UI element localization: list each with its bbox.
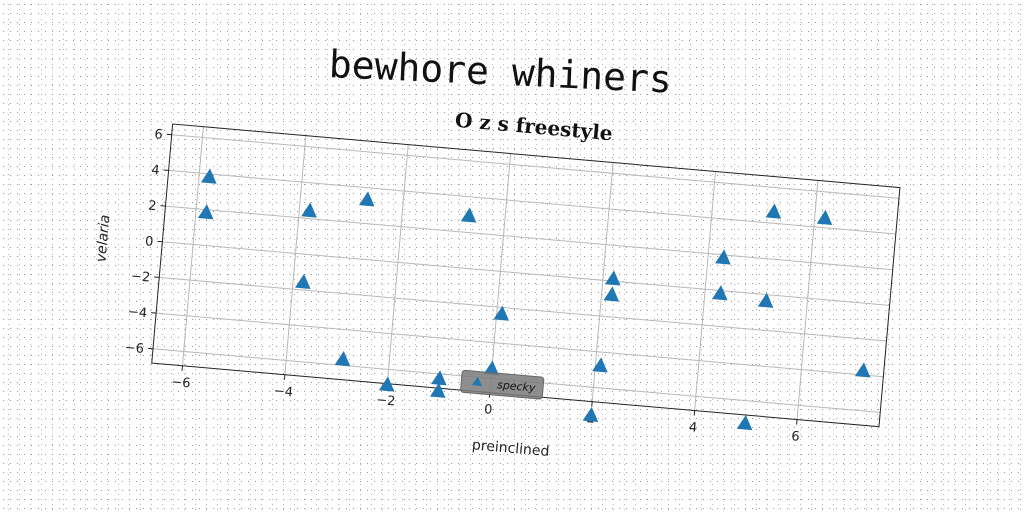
x-grid-line	[387, 145, 408, 384]
y-axis-label: velaria	[93, 214, 113, 263]
data-point	[713, 286, 728, 300]
data-point	[738, 415, 753, 429]
x-tick-label: −2	[376, 393, 396, 410]
data-point	[584, 407, 599, 421]
figure-title: bewhore whiners	[328, 42, 710, 103]
y-grid-line	[172, 135, 899, 199]
y-tick-label: 0	[144, 234, 154, 250]
y-tick-label: 4	[151, 163, 161, 179]
data-point	[462, 208, 477, 222]
x-grid-line	[182, 127, 203, 366]
y-grid-line	[159, 277, 886, 341]
data-point	[604, 287, 619, 301]
legend: specky	[460, 370, 544, 399]
data-point	[296, 274, 311, 288]
data-point	[431, 383, 446, 397]
y-tick-label: 6	[154, 127, 164, 143]
x-grid-line	[490, 154, 511, 393]
data-point	[856, 363, 871, 377]
y-tick-label: −4	[127, 305, 147, 322]
x-axis-label: preinclined	[471, 437, 550, 460]
chart-title: O z s freestyle	[454, 108, 613, 146]
y-grid-line	[162, 242, 889, 306]
x-grid-line	[797, 180, 818, 419]
x-tick-label: −4	[273, 384, 293, 401]
y-tick-label: −2	[130, 269, 150, 286]
y-tick-label: −6	[124, 340, 144, 357]
data-point	[606, 271, 621, 285]
x-grid-line	[285, 136, 306, 375]
data-point	[302, 203, 317, 217]
data-points	[184, 155, 884, 445]
x-tick-label: 6	[791, 429, 801, 445]
y-grid-line	[165, 206, 892, 270]
x-tick-label: −6	[171, 375, 191, 392]
data-point	[336, 351, 351, 365]
data-point	[817, 210, 832, 224]
y-grid-line	[156, 313, 883, 377]
x-tick-label: 4	[688, 420, 698, 436]
data-point	[360, 192, 375, 206]
x-grid-line	[695, 171, 716, 410]
data-point	[432, 371, 447, 385]
x-tick-label: 0	[483, 402, 493, 418]
data-point	[199, 205, 214, 219]
data-point	[716, 250, 731, 264]
y-tick-label: 2	[147, 199, 157, 215]
y-grid-line	[169, 170, 896, 234]
data-point	[202, 169, 217, 183]
data-point	[766, 204, 781, 218]
